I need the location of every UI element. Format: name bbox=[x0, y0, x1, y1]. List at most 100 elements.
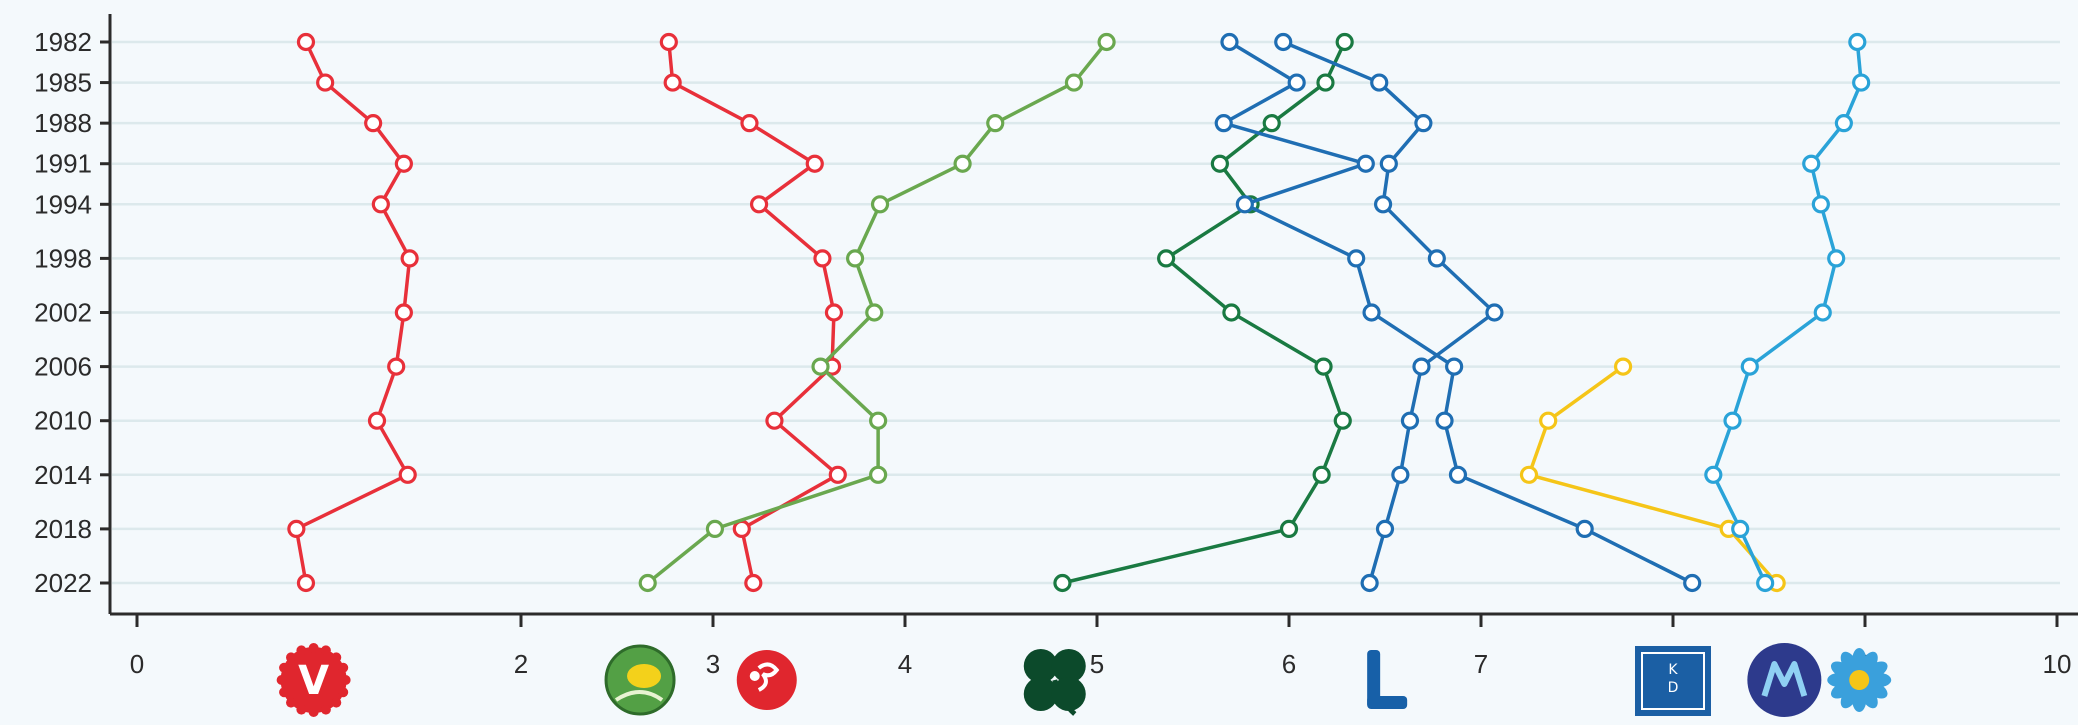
v-logo-scallop bbox=[338, 662, 349, 673]
mp-logo bbox=[604, 644, 676, 716]
data-point bbox=[1802, 154, 1821, 173]
data-point bbox=[813, 249, 832, 268]
data-point bbox=[749, 195, 769, 214]
data-point bbox=[1274, 32, 1293, 52]
data-point bbox=[1852, 73, 1871, 92]
data-point bbox=[1704, 465, 1723, 484]
data-point bbox=[865, 303, 884, 322]
data-point bbox=[705, 519, 725, 539]
series-l bbox=[1274, 32, 1504, 593]
y-tick-label: 1982 bbox=[34, 27, 92, 57]
data-point bbox=[1519, 465, 1539, 484]
v-logo-scallop bbox=[279, 687, 290, 698]
data-point bbox=[1312, 465, 1331, 484]
data-point bbox=[1347, 249, 1366, 268]
data-point bbox=[1756, 573, 1775, 593]
data-point bbox=[287, 519, 306, 539]
data-point bbox=[1053, 573, 1072, 593]
series-s-rose bbox=[659, 32, 847, 593]
party-logos: V KD bbox=[276, 643, 1892, 717]
series-mp bbox=[638, 32, 1116, 593]
data-point bbox=[394, 303, 413, 322]
grid bbox=[112, 40, 2060, 585]
data-point bbox=[394, 154, 413, 173]
data-point bbox=[1316, 73, 1335, 92]
data-point bbox=[1235, 195, 1254, 214]
v-logo-scallop bbox=[276, 675, 287, 685]
v-logo-scallop bbox=[320, 645, 331, 656]
data-point bbox=[1539, 411, 1558, 430]
data-point bbox=[296, 32, 316, 52]
data-point bbox=[1391, 465, 1410, 484]
l-logo-foot bbox=[1367, 696, 1408, 709]
c-logo-leaf bbox=[1023, 649, 1058, 683]
data-point bbox=[1813, 303, 1832, 322]
c-clover-logo bbox=[1023, 649, 1086, 716]
data-point bbox=[1834, 114, 1853, 133]
data-point bbox=[1333, 411, 1352, 430]
series-c-clover bbox=[1053, 32, 1354, 593]
data-point bbox=[1379, 154, 1398, 173]
s-logo-petal bbox=[757, 662, 780, 692]
y-tick-label: 1994 bbox=[34, 189, 92, 219]
series-line bbox=[1221, 40, 1693, 585]
data-point bbox=[1335, 32, 1354, 52]
data-point bbox=[1485, 303, 1504, 322]
y-tick-label: 2010 bbox=[34, 406, 92, 436]
data-point bbox=[869, 465, 888, 484]
data-point bbox=[1575, 519, 1594, 539]
x-tick-label: 3 bbox=[706, 649, 720, 679]
v-logo-scallop bbox=[308, 707, 319, 717]
y-tick-label: 2002 bbox=[34, 298, 92, 328]
l-logo bbox=[1367, 650, 1408, 709]
data-point bbox=[740, 114, 759, 133]
data-point bbox=[638, 573, 657, 593]
v-logo-scallop bbox=[331, 697, 342, 708]
data-point bbox=[1412, 357, 1431, 376]
v-logo-scallop bbox=[296, 645, 307, 656]
v-logo-scallop bbox=[338, 687, 349, 698]
data-point bbox=[811, 357, 830, 376]
series-v bbox=[287, 32, 419, 593]
sd-logo bbox=[1827, 648, 1892, 712]
data-point bbox=[1222, 303, 1241, 322]
series-line bbox=[667, 41, 840, 584]
data-point bbox=[1435, 411, 1454, 430]
data-point bbox=[1356, 154, 1375, 173]
data-point bbox=[1370, 73, 1389, 92]
l-logo-stem bbox=[1367, 650, 1381, 708]
kd-logo-frame bbox=[1641, 652, 1705, 710]
data-point bbox=[1448, 465, 1468, 484]
y-tick-label: 2022 bbox=[34, 568, 92, 598]
data-point bbox=[371, 195, 390, 214]
y-tick-label: 1991 bbox=[34, 149, 92, 179]
data-point bbox=[1064, 73, 1084, 92]
kd-logo-k: K bbox=[1668, 662, 1678, 678]
data-point bbox=[663, 73, 682, 92]
sd-logo-center bbox=[1849, 670, 1870, 690]
series-line bbox=[294, 41, 412, 584]
data-point bbox=[1375, 519, 1395, 539]
data-point bbox=[1740, 357, 1759, 376]
data-point bbox=[870, 195, 890, 214]
data-point bbox=[364, 114, 383, 133]
series-line bbox=[1282, 40, 1497, 584]
data-point bbox=[1811, 195, 1830, 214]
y-ticks: 1982 1985 1988 1991 1994 1998 2002 2006 2010 2014… bbox=[34, 27, 110, 598]
data-point bbox=[1427, 249, 1446, 268]
v-logo-scallop bbox=[279, 662, 290, 673]
data-point bbox=[869, 411, 888, 430]
s-rose-logo bbox=[736, 650, 797, 710]
data-point bbox=[732, 519, 751, 539]
x-tick-label: 10 bbox=[2043, 649, 2072, 679]
data-point bbox=[1400, 411, 1420, 430]
data-point bbox=[744, 573, 763, 593]
v-logo-badge bbox=[280, 647, 347, 713]
data-point bbox=[845, 249, 865, 268]
data-point bbox=[1723, 411, 1742, 430]
v-logo-scallop bbox=[331, 652, 342, 663]
data-point bbox=[1683, 573, 1702, 593]
v-logo-letter: V bbox=[298, 658, 329, 704]
data-point bbox=[828, 465, 847, 484]
